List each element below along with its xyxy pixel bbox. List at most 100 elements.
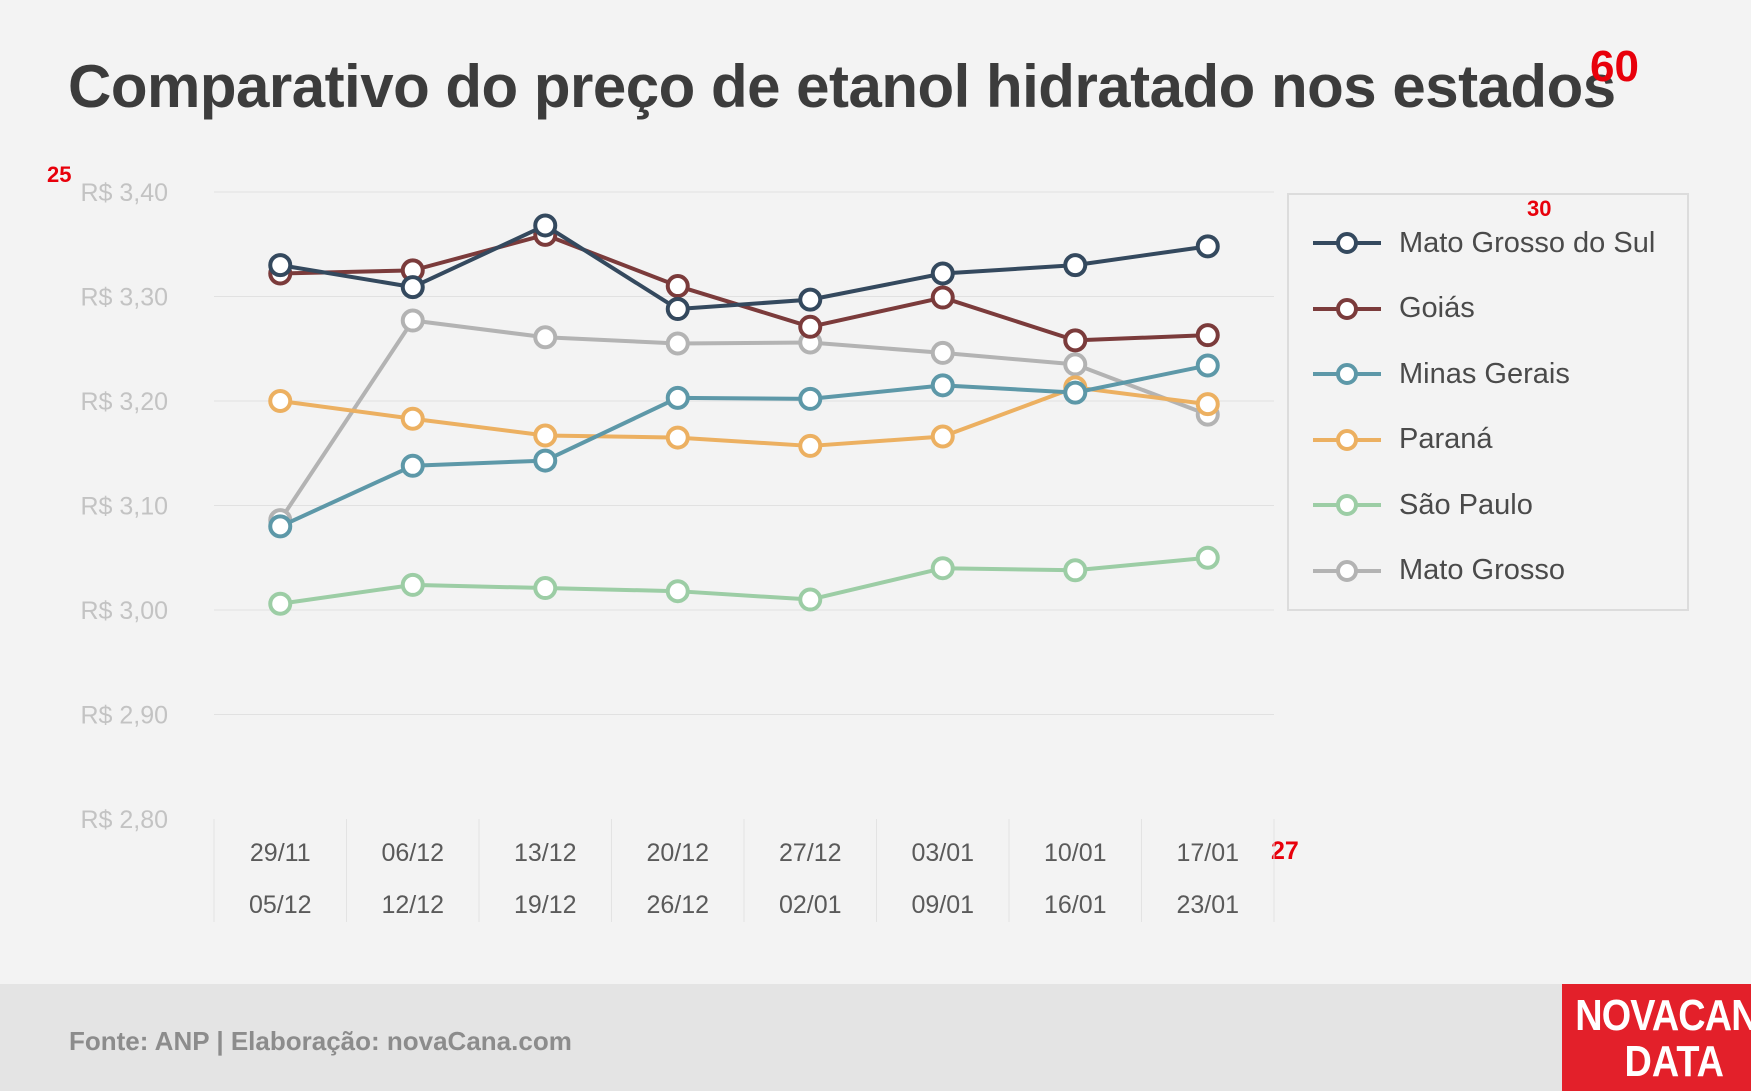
data-point xyxy=(533,448,558,473)
series-line xyxy=(278,318,1209,522)
chart-title: Comparativo do preço de etanol hidratado… xyxy=(68,53,1616,120)
data-point xyxy=(1063,328,1088,353)
data-point xyxy=(665,274,690,299)
data-point xyxy=(1195,545,1220,570)
data-point xyxy=(400,308,425,333)
y-tick-label: R$ 3,00 xyxy=(80,597,168,625)
data-point xyxy=(1063,380,1088,405)
legend-swatch xyxy=(1313,559,1381,582)
x-tick-label-end: 26/12 xyxy=(646,891,709,919)
legend-item: Paraná xyxy=(1311,420,1493,460)
y-axis: R$ 3,40 R$ 3,30 R$ 3,20 R$ 3,10 R$ 3,00 R$ 2,… xyxy=(80,179,168,834)
x-tick-label-end: 23/01 xyxy=(1176,891,1239,919)
data-point xyxy=(268,591,293,616)
series-goiás xyxy=(268,222,1220,353)
data-point xyxy=(533,423,558,448)
data-point xyxy=(798,314,823,339)
legend-swatch xyxy=(1313,494,1381,516)
legend-label: São Paulo xyxy=(1399,488,1533,521)
series-line xyxy=(279,385,1209,448)
legend-swatch-marker xyxy=(1336,559,1358,582)
x-tick-label-start: 13/12 xyxy=(514,839,577,867)
data-point xyxy=(665,579,690,604)
series-line xyxy=(279,223,1209,312)
data-point xyxy=(533,576,558,601)
legend-item: Goiás xyxy=(1311,289,1475,329)
legend-swatch-marker xyxy=(1336,428,1358,451)
legend-label: Mato Grosso do Sul xyxy=(1399,226,1656,259)
x-tick-label-start: 29/11 xyxy=(250,839,311,867)
data-point xyxy=(665,297,690,322)
x-tick-label-start: 17/01 xyxy=(1176,839,1239,867)
logo-line-2: DATA xyxy=(1624,1037,1725,1086)
data-point xyxy=(1195,323,1220,348)
data-point xyxy=(930,261,955,286)
series-line xyxy=(279,363,1209,529)
annotation-60: 60 xyxy=(1590,42,1639,91)
source-credit: Fonte: ANP | Elaboração: novaCana.com xyxy=(69,1026,572,1056)
y-tick-label: R$ 3,10 xyxy=(80,493,168,521)
data-point xyxy=(400,572,425,597)
x-tick-label-end: 19/12 xyxy=(514,891,577,919)
annotation-30: 30 xyxy=(1527,196,1552,221)
data-point xyxy=(930,373,955,398)
x-tick-label-start: 06/12 xyxy=(381,839,444,867)
legend-swatch xyxy=(1313,232,1381,254)
novacana-data-logo: NOVACANA DATA xyxy=(1562,984,1751,1091)
series-line xyxy=(280,232,1208,343)
annotation-25: 25 xyxy=(47,162,72,187)
legend: Mato Grosso do Sul Goiás Minas Gerais Paran… xyxy=(1287,193,1689,611)
data-point xyxy=(1063,558,1088,583)
data-point xyxy=(930,424,955,449)
line-chart: R$ 3,40 R$ 3,30 R$ 3,20 R$ 3,10 R$ 3,00 R$ 2,… xyxy=(80,179,1275,922)
data-point xyxy=(798,386,823,411)
series-line xyxy=(279,555,1208,606)
series-mato-grosso-do-sul xyxy=(268,213,1220,322)
legend-swatch xyxy=(1313,297,1381,320)
grid-lines xyxy=(214,191,1274,715)
x-tick-label-start: 03/01 xyxy=(911,839,974,867)
data-point xyxy=(533,213,558,238)
data-point xyxy=(1195,392,1220,417)
x-tick-label-start: 10/01 xyxy=(1044,839,1107,867)
x-tick-label-start: 20/12 xyxy=(646,839,709,867)
legend-item: São Paulo xyxy=(1311,485,1533,525)
data-point xyxy=(533,325,558,350)
data-point xyxy=(268,389,293,413)
data-point xyxy=(665,425,690,450)
legend-swatch xyxy=(1313,428,1381,451)
data-point xyxy=(930,556,955,581)
legend-swatch-marker xyxy=(1336,363,1358,385)
data-point xyxy=(268,253,293,278)
legend-label: Goiás xyxy=(1399,292,1475,324)
series-lines xyxy=(268,213,1220,616)
data-point xyxy=(798,587,823,612)
legend-swatch-marker xyxy=(1336,494,1358,516)
series-são-paulo xyxy=(268,545,1220,616)
y-tick-label: R$ 3,30 xyxy=(80,284,168,312)
y-tick-label: R$ 2,80 xyxy=(80,806,168,834)
x-tick-label-end: 16/01 xyxy=(1044,891,1107,919)
data-point xyxy=(1063,253,1088,278)
x-tick-label-end: 12/12 xyxy=(381,891,444,919)
y-tick-label: R$ 3,40 xyxy=(80,179,168,207)
legend-item: Mato Grosso xyxy=(1311,551,1565,591)
logo-line-1: NOVACANA xyxy=(1575,991,1751,1040)
legend-item: Mato Grosso do Sul xyxy=(1311,223,1655,263)
data-point xyxy=(400,453,425,478)
y-tick-label: R$ 2,90 xyxy=(80,702,168,730)
x-tick-label-start: 27/12 xyxy=(779,839,842,867)
legend-swatch-marker xyxy=(1336,232,1358,254)
annotation-27: 27 xyxy=(1271,837,1299,865)
data-point xyxy=(798,287,823,312)
data-point xyxy=(400,406,425,431)
x-axis: 29/11 05/12 06/12 12/12 13/12 19/12 20/12 26/12… xyxy=(213,819,1275,922)
footer-bar xyxy=(0,984,1751,1091)
data-point xyxy=(1195,234,1220,259)
legend-label: Paraná xyxy=(1399,423,1493,455)
data-point xyxy=(665,331,690,356)
data-point xyxy=(268,514,293,539)
data-point xyxy=(665,385,690,410)
legend-swatch-marker xyxy=(1336,297,1358,320)
legend-label: Mato Grosso xyxy=(1399,554,1565,586)
